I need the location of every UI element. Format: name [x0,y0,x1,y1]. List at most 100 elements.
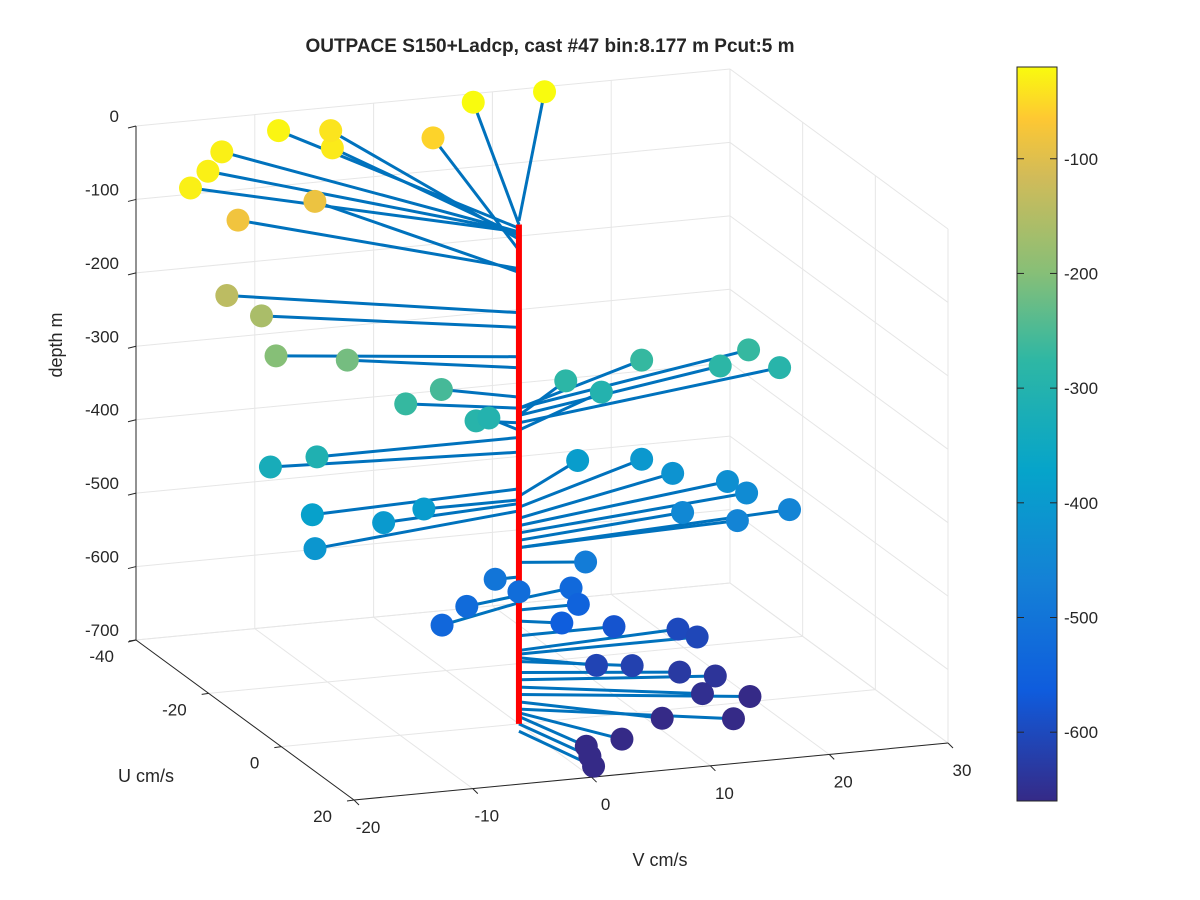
velocity-stick [329,129,520,241]
data-point [319,119,343,143]
gridline [254,628,474,790]
gridline [729,68,949,230]
data-point [589,380,613,404]
data-point [430,613,454,637]
z-tick-mark [127,639,137,643]
data-point [210,140,234,164]
data-point [650,706,674,730]
data-point [630,447,654,471]
velocity-stick [207,169,520,234]
v-tick-mark [353,799,360,806]
data-point [550,611,574,635]
data-point [264,344,288,368]
data-point [300,503,324,527]
velocity-stick [190,186,520,234]
data-point [708,354,732,378]
velocity-stick [405,402,519,410]
velocity-stick [518,627,679,652]
z-tick-mark [127,419,137,423]
z-tick-mark [127,272,137,276]
colorbar-tick-label: -600 [1064,723,1098,742]
velocity-stick [518,635,698,656]
data-point [735,481,759,505]
velocity-stick [431,136,521,252]
velocity-stick [518,715,587,748]
velocity-stick [316,436,520,459]
velocity-stick [518,480,728,528]
gridline [135,68,731,127]
data-point [507,580,531,604]
gridline [729,362,949,524]
data-point [715,469,739,493]
gridline [135,288,731,347]
x-axis-label: V cm/s [632,850,687,870]
velocity-stick [441,387,520,399]
u-tick-label: 0 [250,754,259,773]
u-tick-mark [201,692,209,695]
data-point [305,445,329,469]
data-point [690,682,714,706]
data-point [258,455,282,479]
velocity-stick [261,314,520,329]
v-tick-mark [710,765,716,772]
data-point [483,567,507,591]
data-point [620,654,644,678]
z-tick-mark [127,566,137,570]
v-tick-label: 0 [601,795,610,814]
velocity-stick [518,707,734,721]
data-point [179,176,202,200]
velocity-stick [518,685,703,696]
data-point [630,348,654,372]
velocity-stick [383,502,520,525]
gridline [281,689,876,748]
velocity-stick [518,366,780,425]
gridline [373,616,592,778]
data-point [582,754,606,778]
tick-labels: -20-100102030-40-200200-100-200-300-400-… [85,107,971,837]
z-tick-mark [127,345,137,349]
axes-box [135,126,949,801]
velocity-stick [518,491,747,535]
velocity-stick [471,101,521,226]
z-tick-mark [127,125,137,129]
y-axis-label: U cm/s [118,766,174,786]
gridline [135,582,731,641]
velocity-stick [518,711,623,741]
u-tick-label: -20 [162,700,187,719]
data-point [610,727,634,751]
grid [135,68,949,801]
u-tick-mark [274,746,282,749]
u-tick-label: 20 [313,807,332,826]
u-tick-mark [346,799,355,802]
velocity-stick [517,91,547,222]
velocity-stick [518,364,721,417]
colorbar-tick-label: -400 [1064,494,1098,513]
v-tick-mark [947,742,954,749]
velocity-stick [221,150,520,234]
velocity-stick [518,348,749,410]
z-tick-label: -600 [85,548,119,567]
velocity-stick [237,218,520,271]
data-point [566,448,590,472]
chart-title: OUTPACE S150+Ladcp, cast #47 bin:8.177 m… [305,36,794,57]
gridline [729,582,949,744]
v-tick-label: 10 [715,784,734,803]
velocity-stick [276,354,519,359]
v-tick-mark [591,776,597,783]
data-point [574,550,598,574]
data-point [421,126,445,150]
velocity-stick [518,390,603,432]
velocity-stick [518,508,790,550]
velocity-stick [441,601,520,627]
z-tick-mark [127,492,137,496]
v-tick-mark [828,754,835,760]
colorbar: -100 -200 -300 -400 -500 -600 [1016,66,1098,802]
colorbar-tick-label: -200 [1064,264,1098,283]
data-point [533,80,557,104]
velocity-stick [226,293,520,315]
z-tick-label: -400 [85,401,119,420]
gridline [135,215,731,274]
z-tick-label: -200 [85,254,119,273]
data-point [429,377,453,401]
